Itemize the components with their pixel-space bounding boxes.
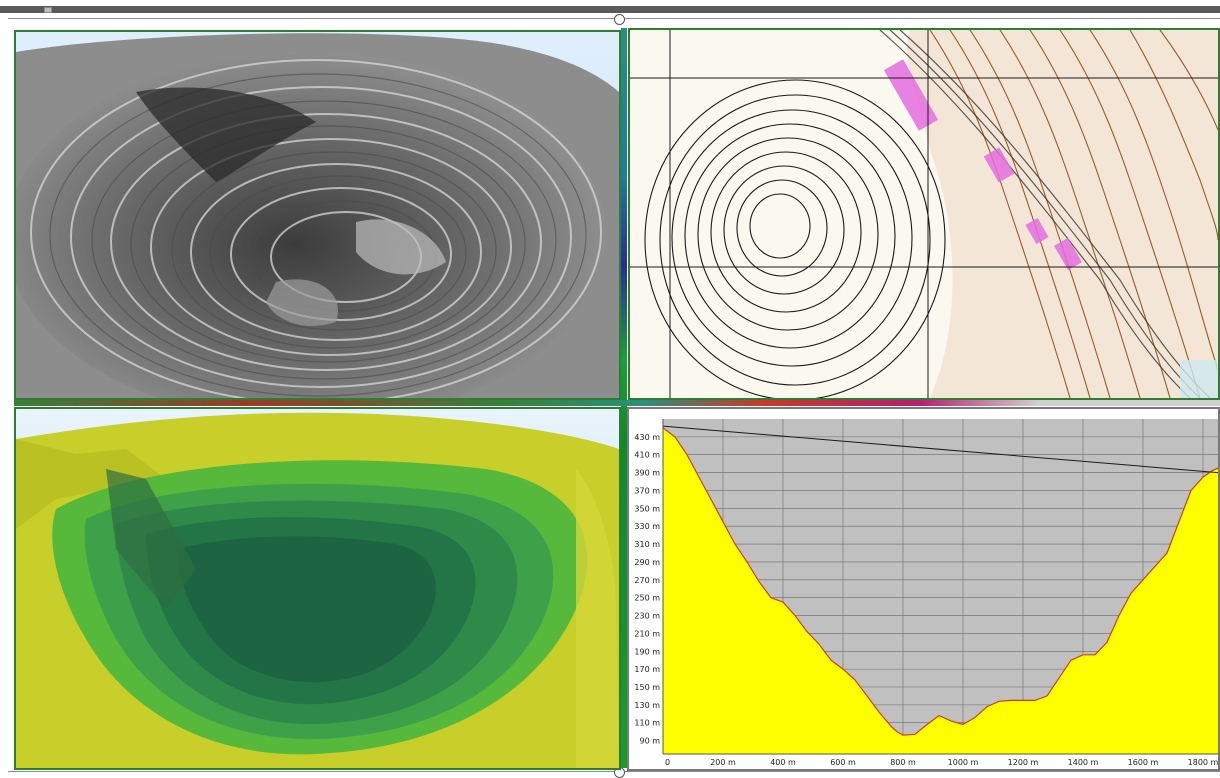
y-tick-label: 270 m <box>634 576 660 585</box>
open-pit-hillshade-image <box>16 32 619 398</box>
y-tick-label: 190 m <box>634 647 660 656</box>
resize-handle[interactable] <box>44 7 52 13</box>
y-tick-label: 350 m <box>634 504 660 513</box>
x-tick-label: 0 <box>665 758 670 767</box>
x-tick-label: 1200 m <box>1008 758 1039 767</box>
y-tick-label: 250 m <box>634 594 660 603</box>
vertical-splitter[interactable] <box>621 28 627 768</box>
x-tick-label: 400 m <box>770 758 796 767</box>
x-tick-label: 600 m <box>830 758 856 767</box>
y-tick-label: 370 m <box>634 486 660 495</box>
y-tick-label: 390 m <box>634 469 660 478</box>
sight-line <box>662 425 1218 474</box>
pit-hillshade-panel[interactable] <box>14 30 621 400</box>
split-knob-top[interactable] <box>614 14 625 25</box>
profile-line <box>662 427 1218 736</box>
y-tick-label: 330 m <box>634 522 660 531</box>
topographic-contour-map <box>630 30 1218 398</box>
pit-3d-panel[interactable] <box>14 407 621 770</box>
contour-map-panel[interactable] <box>628 28 1220 400</box>
title-bar <box>0 6 1220 13</box>
y-tick-label: 290 m <box>634 558 660 567</box>
elevation-profile-chart: 90 m 110 m 130 m 150 m 170 m 190 m 210 m 230 m 2… <box>634 419 1218 767</box>
y-tick-label: 230 m <box>634 612 660 621</box>
x-tick-label: 1400 m <box>1068 758 1099 767</box>
x-tick-label: 1600 m <box>1128 758 1159 767</box>
x-tick-label: 1800 m <box>1188 758 1218 767</box>
y-tick-label: 310 m <box>634 540 660 549</box>
y-tick-label: 430 m <box>634 433 660 442</box>
colored-3d-terrain-model <box>16 409 619 768</box>
y-tick-label: 410 m <box>634 451 660 460</box>
y-tick-label: 150 m <box>634 683 660 692</box>
horizontal-splitter[interactable] <box>14 400 1220 406</box>
y-tick-label: 130 m <box>634 701 660 710</box>
elevation-profile-panel: 90 m 110 m 130 m 150 m 170 m 190 m 210 m 230 m 2… <box>627 407 1220 771</box>
x-tick-label: 800 m <box>890 758 916 767</box>
y-tick-label: 90 m <box>639 737 660 746</box>
y-tick-label: 170 m <box>634 665 660 674</box>
y-tick-label: 110 m <box>634 719 660 728</box>
x-tick-label: 1000 m <box>948 758 979 767</box>
y-tick-label: 210 m <box>634 629 660 638</box>
ground-area <box>663 427 1218 754</box>
x-tick-label: 200 m <box>710 758 736 767</box>
